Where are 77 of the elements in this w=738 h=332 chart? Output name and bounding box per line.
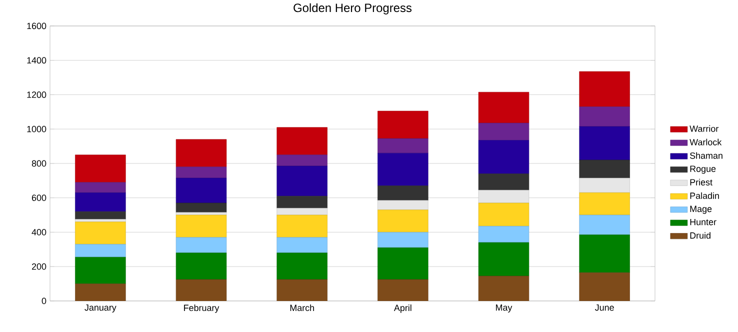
bar [176,202,227,213]
bar [276,166,328,196]
legend-label: Hunter [690,218,716,226]
bar [579,234,630,273]
bar [75,256,126,284]
x-tick-label: April [394,304,412,313]
bar [579,178,630,193]
y-tick-label: 1000 [27,126,46,132]
bar [276,237,328,253]
bar [478,242,530,276]
legend-label: Warrior [690,125,718,132]
y-tick-label: 400 [32,229,46,236]
bar [75,182,126,193]
bar [579,272,630,301]
bar [579,106,630,127]
legend-label: Priest [690,178,712,186]
legend-label: Shaman [690,152,722,159]
bar [276,252,328,280]
bar [276,127,328,156]
bar [176,214,227,238]
bar [478,174,530,190]
bar [75,284,126,301]
bar [378,186,428,201]
bar [276,196,328,208]
chart-title: Golden Hero Progress [294,3,412,14]
y-tick-label: 600 [32,194,46,202]
x-tick-label: January [84,304,116,313]
bar [176,279,227,301]
legend-label: Rogue [690,166,716,174]
bar [579,214,630,235]
y-tick-label: 200 [32,263,46,270]
bar [276,214,328,238]
bar [478,226,530,243]
y-tick-label: 1400 [27,57,46,64]
bar [378,248,428,280]
bar [276,154,328,166]
bar [478,202,530,226]
bar [378,110,428,139]
bar [579,160,630,178]
legend-label: Druid [690,232,710,239]
legend-label: Paladin [690,192,719,199]
bar [75,211,126,220]
y-tick-label: 1200 [27,92,46,98]
y-tick-label: 0 [42,298,46,304]
x-tick-label: March [290,304,314,312]
bar [579,126,630,160]
x-tick-label: February [184,304,220,313]
legend-label: Warlock [690,138,722,146]
bar [478,122,530,140]
bar [75,154,126,183]
bar [378,153,428,186]
bar [176,237,227,253]
x-tick-label: June [594,304,614,311]
x-tick-label: May [496,304,512,313]
bar [579,192,630,216]
bar [378,210,428,232]
bar [276,279,328,301]
bar [378,279,428,301]
bar [478,190,530,204]
bar [478,140,530,174]
y-tick-label: 800 [32,160,46,167]
bar [176,166,227,178]
bar [478,276,530,301]
y-tick-label: 1600 [27,22,46,30]
bar [579,71,630,107]
bar [378,200,428,210]
bar [176,252,227,280]
bar [276,208,328,216]
legend-label: Mage [690,206,712,214]
bar [176,139,227,168]
bar [478,92,530,124]
bar [378,232,428,248]
bar [176,178,227,204]
bar [75,222,126,244]
bar [75,244,126,258]
bar [75,192,126,212]
bar [378,138,428,154]
